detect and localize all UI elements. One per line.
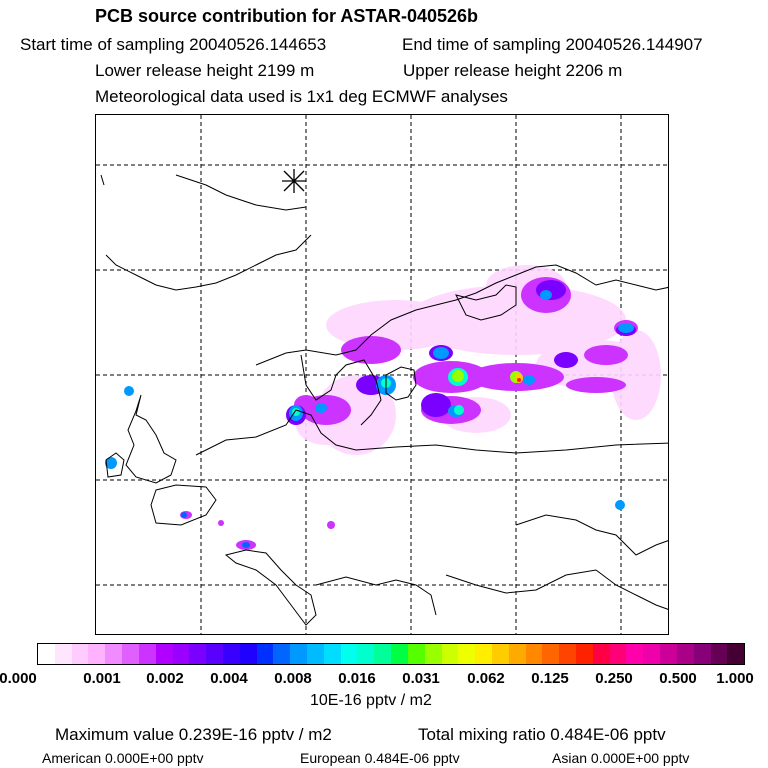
colorbar-tick-label: 0.001	[83, 670, 121, 687]
release-point-icon	[282, 169, 306, 193]
concentration-field	[105, 265, 661, 550]
colorbar-swatch	[576, 644, 593, 664]
colorbar-swatch	[138, 644, 156, 664]
colorbar-tick-label: 0.250	[595, 670, 633, 687]
colorbar-swatch	[206, 644, 223, 664]
start-time-label: Start time of sampling 20040526.144653	[20, 35, 327, 54]
colorbar-tick-label: 0.125	[531, 670, 569, 687]
colorbar-swatch	[189, 644, 207, 664]
colorbar-swatch	[727, 644, 745, 664]
colorbar-swatch	[592, 644, 610, 664]
meteo-data-label: Meteorological data used is 1x1 deg ECMW…	[95, 87, 508, 106]
colorbar-swatch	[71, 644, 89, 664]
colorbar-swatch	[525, 644, 543, 664]
colorbar-swatch	[239, 644, 257, 664]
map-title: PCB source contribution for ASTAR-040526…	[95, 6, 479, 26]
colorbar-swatch	[626, 644, 644, 664]
colorbar-swatch	[508, 644, 526, 664]
total-mixing-label: Total mixing ratio 0.484E-06 pptv	[418, 725, 666, 744]
colorbar-unit-label: 10E-16 pptv / m2	[310, 692, 432, 709]
colorbar-tick-label: 0.062	[467, 670, 505, 687]
map-canvas	[96, 115, 668, 634]
colorbar-swatch	[710, 644, 728, 664]
colorbar-swatch	[424, 644, 442, 664]
colorbar-swatch	[542, 644, 560, 664]
upper-height-label: Upper release height 2206 m	[403, 61, 623, 80]
colorbar-swatch	[660, 644, 677, 664]
colorbar-swatch	[491, 644, 509, 664]
colorbar-swatch	[374, 644, 392, 664]
asian-contribution-label: Asian 0.000E+00 pptv	[552, 750, 690, 766]
colorbar-tick-label: 0.000	[0, 670, 37, 687]
colorbar-swatch	[88, 644, 106, 664]
colorbar-swatch	[357, 644, 375, 664]
map-panel	[95, 114, 669, 635]
colorbar-swatch	[290, 644, 307, 664]
european-contribution-label: European 0.484E-06 pptv	[300, 750, 460, 766]
colorbar-swatch	[54, 644, 72, 664]
colorbar-swatch	[441, 644, 459, 664]
colorbar-swatch	[609, 644, 627, 664]
colorbar-swatch	[122, 644, 139, 664]
colorbar-swatch	[273, 644, 291, 664]
colorbar-swatch	[172, 644, 190, 664]
colorbar-tick-label: 1.000	[716, 670, 754, 687]
colorbar-swatch	[105, 644, 123, 664]
colorbar-swatch	[222, 644, 240, 664]
colorbar-swatch	[323, 644, 341, 664]
colorbar-swatch	[38, 644, 55, 664]
colorbar	[37, 643, 745, 665]
colorbar-tick-label: 0.500	[659, 670, 697, 687]
colorbar-swatch	[391, 644, 408, 664]
colorbar-swatch	[643, 644, 661, 664]
colorbar-swatch	[676, 644, 694, 664]
colorbar-tick-label: 0.016	[338, 670, 376, 687]
colorbar-tick-label: 0.031	[402, 670, 440, 687]
colorbar-swatch	[307, 644, 324, 664]
colorbar-swatch	[407, 644, 425, 664]
colorbar-swatch	[155, 644, 173, 664]
colorbar-swatch	[559, 644, 576, 664]
colorbar-swatch	[458, 644, 476, 664]
colorbar-swatch	[256, 644, 274, 664]
colorbar-tick-label: 0.008	[274, 670, 312, 687]
max-value-label: Maximum value 0.239E-16 pptv / m2	[55, 725, 332, 744]
colorbar-swatch	[340, 644, 358, 664]
colorbar-swatch	[693, 644, 711, 664]
colorbar-swatch	[475, 644, 492, 664]
end-time-label: End time of sampling 20040526.144907	[402, 35, 703, 54]
american-contribution-label: American 0.000E+00 pptv	[42, 750, 204, 766]
colorbar-tick-label: 0.004	[210, 670, 248, 687]
lower-height-label: Lower release height 2199 m	[95, 61, 315, 80]
colorbar-tick-label: 0.002	[146, 670, 184, 687]
coastlines	[100, 174, 668, 626]
